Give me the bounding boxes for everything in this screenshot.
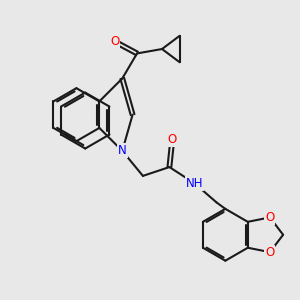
Text: N: N [118,144,127,158]
Text: O: O [265,211,274,224]
Text: NH: NH [186,177,203,190]
Text: O: O [265,246,274,259]
Text: O: O [110,35,120,48]
Text: O: O [168,133,177,146]
